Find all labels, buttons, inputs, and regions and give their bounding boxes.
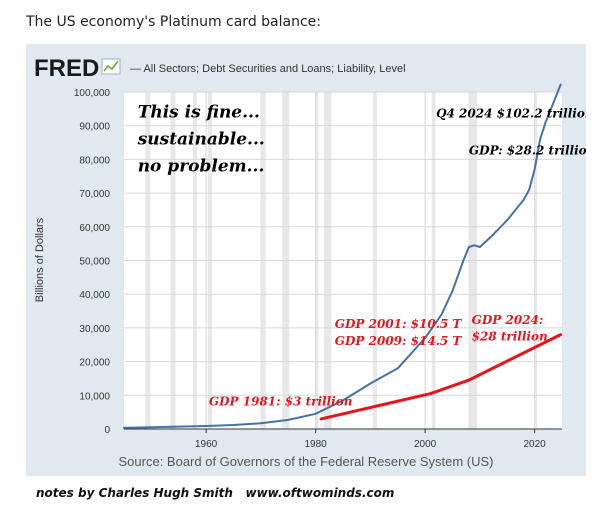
y-tick-label: 0 (104, 425, 110, 436)
annotation-total-debt: Q4 2024 $102.2 trillion (436, 106, 586, 120)
annotation-irony-line: sustainable... (137, 129, 265, 149)
x-tick-label: 2020 (524, 439, 547, 450)
annotation-gdp-1981: GDP 1981: $3 trillion (209, 394, 353, 408)
series-line-gdp (319, 333, 563, 421)
series-line-debt (123, 83, 562, 429)
annotations: This is fine... sustainable... no problem.… (137, 102, 586, 408)
y-tick-label: 30,000 (79, 324, 110, 335)
legend-series-label: — All Sectors; Debt Securities and Loans… (130, 63, 406, 75)
gridlines (124, 91, 562, 429)
y-tick-label: 90,000 (79, 122, 110, 133)
author-note: notes by Charles Hugh Smith www.oftwomin… (36, 486, 395, 500)
annotation-gdp-2001: GDP 2001: $10.5 T (335, 317, 463, 331)
x-tick-label: 2000 (414, 439, 437, 450)
annotation-irony-line: no problem... (138, 156, 265, 176)
y-tick-label: 80,000 (79, 155, 110, 166)
y-tick-label: 10,000 (79, 391, 110, 402)
y-tick-labels: 0 10,000 20,000 30,000 40,000 50,000 60,000 70,… (74, 88, 111, 436)
fred-logo: FRED (34, 55, 99, 82)
series-lines (123, 83, 563, 429)
y-tick-label: 50,000 (79, 257, 110, 268)
annotation-gdp-2024-label: GDP 2024: (472, 313, 544, 327)
annotation-gdp-2024-total: GDP: $28.2 trillion (469, 143, 586, 157)
x-tick-label: 1980 (305, 439, 328, 450)
y-tick-label: 60,000 (79, 223, 110, 234)
line-chart-icon (101, 58, 121, 75)
x-tick-label: 1960 (195, 439, 218, 450)
post-intro: The US economy's Platinum card balance: (26, 14, 321, 30)
y-tick-label: 20,000 (79, 358, 110, 369)
annotation-gdp-2024-value: $28 trillion (472, 329, 548, 343)
source-note: Source: Board of Governors of the Federa… (119, 454, 494, 469)
fred-graph-panel: FRED — All Sectors; Debt Securities and … (26, 44, 586, 476)
x-tick-labels: 1960 1980 2000 2020 (195, 429, 546, 450)
fred-chart: FRED — All Sectors; Debt Securities and … (34, 55, 586, 469)
annotation-irony-line: This is fine... (138, 102, 260, 122)
y-axis-label: Billions of Dollars (34, 217, 46, 302)
y-tick-label: 70,000 (79, 189, 110, 200)
y-tick-label: 40,000 (79, 290, 110, 301)
y-tick-label: 100,000 (74, 88, 111, 99)
annotation-gdp-2009: GDP 2009: $14.5 T (335, 334, 463, 348)
